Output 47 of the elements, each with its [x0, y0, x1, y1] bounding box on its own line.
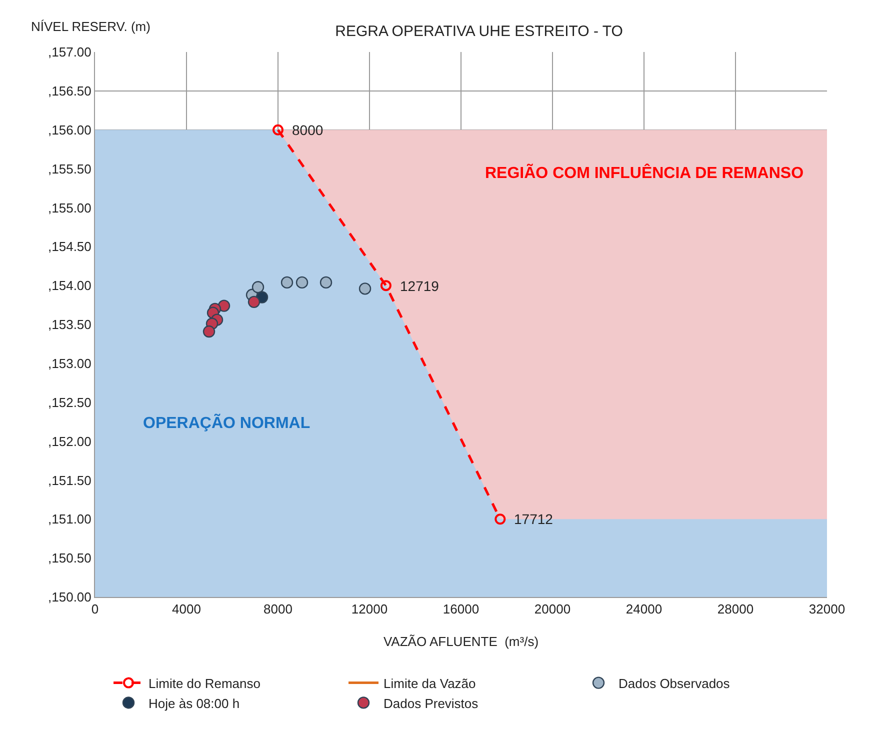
y-tick-label: ,150.50	[48, 550, 92, 566]
point	[272, 124, 284, 136]
x-tick-label: 24000	[626, 602, 662, 617]
y-tick-label: ,154.00	[48, 278, 92, 294]
y-tick-label: ,151.00	[48, 512, 92, 527]
annotation: 8000	[292, 122, 324, 138]
annotation: 12719	[400, 278, 440, 294]
x-tick-label: 20000	[534, 602, 571, 617]
x-axis-title: VAZÃO AFLUENTE (m³/s)	[383, 634, 539, 649]
point	[248, 296, 260, 308]
legend-label: Limite da Vazão	[384, 676, 476, 691]
point	[358, 282, 372, 295]
y-tick-label: ,156.50	[48, 83, 92, 98]
y-tick-label: ,150.00	[48, 590, 92, 605]
y-tick-label: ,157.00	[48, 44, 92, 60]
y-tick-label: ,153.00	[48, 356, 92, 371]
x-tick-label: 16000	[442, 602, 480, 617]
point	[296, 276, 308, 289]
point	[252, 281, 264, 294]
point	[494, 514, 506, 525]
x-tick-label: 28000	[717, 602, 754, 617]
x-tick-label: 32000	[808, 602, 846, 617]
x-tick-label: 12000	[351, 602, 388, 617]
legend-label: Limite do Remanso	[148, 676, 260, 691]
x-tick-label: 0	[91, 602, 99, 617]
y-tick-label: ,153.50	[48, 317, 92, 332]
annotation: REGIÃO COM INFLUÊNCIA DE REMANSO	[485, 163, 804, 182]
annotation: 17712	[514, 511, 554, 527]
y-tick-label: ,155.50	[48, 161, 92, 176]
legend-label: Hoje às 08:00 h	[148, 696, 240, 711]
legend-label: Dados Observados	[618, 676, 730, 691]
point	[320, 276, 332, 289]
point	[202, 325, 216, 338]
x-tick-label: 4000	[172, 602, 201, 617]
point	[280, 276, 294, 289]
y-tick-label: ,152.50	[48, 394, 92, 410]
y-tick-label: ,154.50	[48, 239, 92, 254]
y-tick-label: ,151.50	[48, 472, 92, 488]
point	[380, 280, 392, 292]
y-tick-label: ,156.00	[48, 122, 92, 138]
legend-label: Dados Previstos	[384, 696, 479, 711]
chart-title: REGRA OPERATIVA UHE ESTREITO - TO	[335, 23, 623, 40]
x-tick-label: 8000	[264, 602, 292, 617]
y-axis-title: NÍVEL RESERV. (m)	[31, 19, 150, 34]
y-tick-label: ,152.00	[48, 434, 92, 449]
y-tick-label: ,155.00	[48, 200, 92, 216]
annotation: OPERAÇÃO NORMAL	[143, 413, 310, 432]
